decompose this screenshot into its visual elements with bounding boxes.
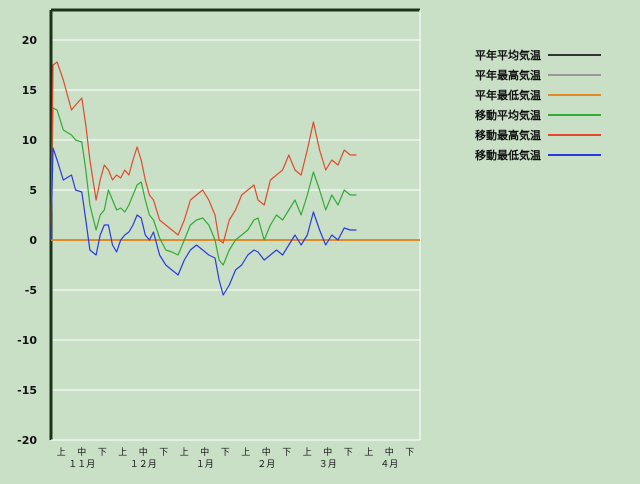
- y-tick-label: 5: [29, 184, 37, 197]
- series-line-4: [50, 61, 357, 244]
- x-tick-label: 上: [180, 447, 189, 458]
- y-tick-label: 10: [22, 134, 38, 147]
- x-tick-labels: 上中下上中下上中下上中下上中下上中下１１月 １２月 １月 ２月 ３月 ４月: [57, 446, 415, 470]
- x-tick-label: 中: [385, 446, 394, 458]
- x-tick-label: 上: [241, 447, 250, 458]
- month-label: ４月: [380, 459, 398, 470]
- x-tick-label: 中: [200, 446, 209, 458]
- legend-label: 平年最低気温: [475, 88, 541, 102]
- y-tick-label: -20: [17, 434, 37, 447]
- x-tick-label: 上: [57, 447, 66, 458]
- y-tick-label: 20: [22, 34, 38, 47]
- x-tick-label: 上: [303, 447, 312, 458]
- x-tick-label: 下: [221, 448, 230, 458]
- x-tick-label: 下: [159, 448, 168, 458]
- x-tick-label: 中: [139, 446, 148, 458]
- x-tick-label: 下: [344, 448, 353, 458]
- x-tick-label: 上: [118, 447, 127, 458]
- legend-label: 平年最高気温: [475, 68, 541, 82]
- y-tick-label: 15: [22, 84, 37, 97]
- y-tick-labels: -20 -15 -10 -5 0 5 10 15 20: [17, 34, 37, 447]
- x-tick-label: 上: [364, 447, 373, 458]
- y-tick-label: 0: [29, 234, 37, 247]
- month-label: ３月: [319, 459, 337, 470]
- y-tick-label: -10: [17, 334, 37, 347]
- y-tick-label: -15: [17, 384, 37, 397]
- month-label: １２月: [130, 459, 157, 470]
- series-line-3: [50, 107, 357, 266]
- legend-label: 移動最低気温: [475, 148, 541, 162]
- x-tick-label: 中: [323, 446, 332, 458]
- x-tick-label: 下: [98, 448, 107, 458]
- series-lines: [50, 61, 420, 296]
- x-tick-label: 中: [262, 446, 271, 458]
- legend-label: 平年平均気温: [475, 48, 541, 62]
- x-tick-label: 下: [282, 448, 291, 458]
- x-tick-label: 中: [77, 446, 86, 458]
- series-line-5: [50, 147, 357, 296]
- legend-label: 移動平均気温: [475, 108, 541, 122]
- y-tick-label: -5: [25, 284, 37, 297]
- month-label: ２月: [257, 459, 275, 470]
- legend-label: 移動最高気温: [475, 128, 541, 142]
- month-label: １月: [196, 459, 214, 470]
- month-label: １１月: [68, 459, 95, 470]
- x-tick-label: 下: [405, 448, 414, 458]
